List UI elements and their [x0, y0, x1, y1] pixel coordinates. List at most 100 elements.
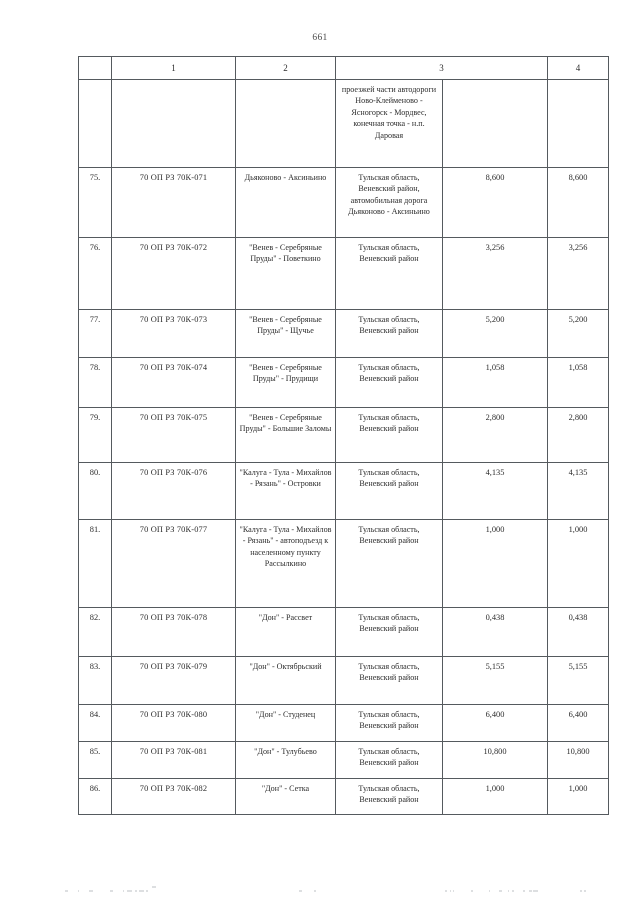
header-cell-2: 2 — [235, 56, 336, 80]
row-code: 70 ОП РЗ 70К-074 — [111, 357, 236, 408]
row-code: 70 ОП РЗ 70К-075 — [111, 407, 236, 463]
row-code: 70 ОП РЗ 70К-071 — [111, 167, 236, 238]
header-cell-1: 1 — [111, 56, 236, 80]
row-value-2: 1,058 — [547, 357, 609, 408]
row-code: 70 ОП РЗ 70К-073 — [111, 309, 236, 358]
row-name: "Дон" - Октябрьский — [235, 656, 336, 705]
table-row: 78. 70 ОП РЗ 70К-074 "Венев - Серебряные П… — [78, 357, 609, 408]
table-row: 82. 70 ОП РЗ 70К-078 "Дон" - Рассвет Тульск… — [78, 607, 609, 657]
road-registry-table-wrap: 1 2 3 4 проезжей части автодороги Ново-К… — [78, 56, 609, 815]
table-row: 81. 70 ОП РЗ 70К-077 "Калуга - Тула - Миха… — [78, 519, 609, 608]
row-code: 70 ОП РЗ 70К-072 — [111, 237, 236, 310]
road-registry-table: 1 2 3 4 проезжей части автодороги Ново-К… — [78, 56, 609, 815]
row-value-1: 6,400 — [442, 704, 548, 742]
row-location: Тульская область, Веневский район — [335, 778, 443, 815]
table-row: 75. 70 ОП РЗ 70К-071 Дьяконово - Аксиньино… — [78, 167, 609, 238]
row-name: "Калуга - Тула - Михайлов - Рязань" - Ос… — [235, 462, 336, 520]
row-name: "Венев - Серебряные Пруды" - Щучье — [235, 309, 336, 358]
row-name: "Венев - Серебряные Пруды" - Прудищи — [235, 357, 336, 408]
row-location: Тульская область, Веневский район — [335, 656, 443, 705]
row-value-1: 4,135 — [442, 462, 548, 520]
row-location: Тульская область, Веневский район — [335, 741, 443, 779]
scan-artifact-footer — [0, 884, 640, 898]
table-row: 86. 70 ОП РЗ 70К-082 "Дон" - Сетка Тульская… — [78, 778, 609, 815]
row-name: "Дон" - Студенец — [235, 704, 336, 742]
row-value-1: 1,000 — [442, 778, 548, 815]
table-row: 79. 70 ОП РЗ 70К-075 "Венев - Серебряные П… — [78, 407, 609, 463]
row-location: Тульская область, Веневский район — [335, 607, 443, 657]
row-location: Тульская область, Веневский район — [335, 309, 443, 358]
row-code: 70 ОП РЗ 70К-079 — [111, 656, 236, 705]
row-value-2: 5,155 — [547, 656, 609, 705]
row-location: Тульская область, Веневский район — [335, 237, 443, 310]
row-value-2 — [547, 79, 609, 168]
row-number: 76. — [78, 237, 112, 310]
row-code: 70 ОП РЗ 70К-078 — [111, 607, 236, 657]
row-name: "Дон" - Сетка — [235, 778, 336, 815]
page-number: 661 — [312, 33, 328, 43]
row-value-1: 8,600 — [442, 167, 548, 238]
row-code: 70 ОП РЗ 70К-080 — [111, 704, 236, 742]
table-header-row: 1 2 3 4 — [78, 56, 609, 80]
row-value-2: 8,600 — [547, 167, 609, 238]
header-cell-3: 3 — [335, 56, 548, 80]
row-code: 70 ОП РЗ 70К-081 — [111, 741, 236, 779]
row-number: 83. — [78, 656, 112, 705]
row-name: "Дон" - Тулубьево — [235, 741, 336, 779]
row-location: Тульская область, Веневский район, автом… — [335, 167, 443, 238]
row-number — [78, 79, 112, 168]
table-row: 84. 70 ОП РЗ 70К-080 "Дон" - Студенец Тульс… — [78, 704, 609, 742]
row-value-1 — [442, 79, 548, 168]
row-number: 84. — [78, 704, 112, 742]
row-value-2: 10,800 — [547, 741, 609, 779]
row-value-2: 6,400 — [547, 704, 609, 742]
header-cell-blank — [78, 56, 112, 80]
row-name: Дьяконово - Аксиньино — [235, 167, 336, 238]
table-row: 77. 70 ОП РЗ 70К-073 "Венев - Серебряные П… — [78, 309, 609, 358]
row-number: 79. — [78, 407, 112, 463]
row-name — [235, 79, 336, 168]
row-location: Тульская область, Веневский район — [335, 462, 443, 520]
header-cell-4: 4 — [547, 56, 609, 80]
row-code: 70 ОП РЗ 70К-076 — [111, 462, 236, 520]
row-location: Тульская область, Веневский район — [335, 407, 443, 463]
row-value-2: 5,200 — [547, 309, 609, 358]
table-row: 76. 70 ОП РЗ 70К-072 "Венев - Серебряные П… — [78, 237, 609, 310]
table-row: 83. 70 ОП РЗ 70К-079 "Дон" - Октябрьский Ту… — [78, 656, 609, 705]
row-number: 77. — [78, 309, 112, 358]
row-value-2: 1,000 — [547, 778, 609, 815]
row-value-2: 2,800 — [547, 407, 609, 463]
row-location: Тульская область, Веневский район — [335, 519, 443, 608]
row-code: 70 ОП РЗ 70К-082 — [111, 778, 236, 815]
table-row: 80. 70 ОП РЗ 70К-076 "Калуга - Тула - Миха… — [78, 462, 609, 520]
row-code — [111, 79, 236, 168]
row-value-1: 5,200 — [442, 309, 548, 358]
row-name: "Венев - Серебряные Пруды" - Поветкино — [235, 237, 336, 310]
row-name: "Калуга - Тула - Михайлов - Рязань" - ав… — [235, 519, 336, 608]
row-number: 85. — [78, 741, 112, 779]
row-value-2: 4,135 — [547, 462, 609, 520]
row-number: 86. — [78, 778, 112, 815]
table-row: 85. 70 ОП РЗ 70К-081 "Дон" - Тулубьево Туль… — [78, 741, 609, 779]
row-number: 75. — [78, 167, 112, 238]
row-location: Тульская область, Веневский район — [335, 357, 443, 408]
row-value-1: 10,800 — [442, 741, 548, 779]
row-value-1: 3,256 — [442, 237, 548, 310]
row-name: "Дон" - Рассвет — [235, 607, 336, 657]
row-value-1: 1,058 — [442, 357, 548, 408]
row-location: Тульская область, Веневский район — [335, 704, 443, 742]
row-number: 82. — [78, 607, 112, 657]
row-code: 70 ОП РЗ 70К-077 — [111, 519, 236, 608]
row-value-1: 2,800 — [442, 407, 548, 463]
row-location-continuation: проезжей части автодороги Ново-Клейменов… — [335, 79, 443, 168]
row-number: 81. — [78, 519, 112, 608]
row-number: 78. — [78, 357, 112, 408]
table-row-continuation: проезжей части автодороги Ново-Клейменов… — [78, 79, 609, 168]
row-value-2: 3,256 — [547, 237, 609, 310]
row-name: "Венев - Серебряные Пруды" - Большие Зал… — [235, 407, 336, 463]
row-value-2: 1,000 — [547, 519, 609, 608]
row-value-1: 1,000 — [442, 519, 548, 608]
row-number: 80. — [78, 462, 112, 520]
row-value-1: 0,438 — [442, 607, 548, 657]
